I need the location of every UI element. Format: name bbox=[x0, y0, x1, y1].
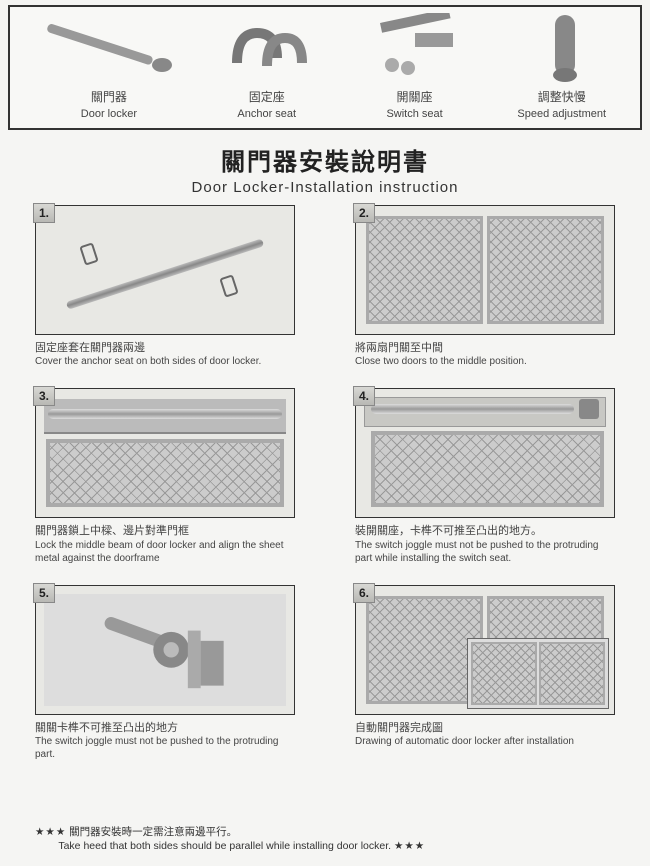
footnote: ★★★ 關門器安裝時一定需注意兩邊平行。 Take heed that both… bbox=[35, 825, 615, 854]
title-cn: 關門器安裝說明書 bbox=[0, 142, 650, 177]
part-door-locker: 關門器 Door locker bbox=[44, 10, 174, 120]
anchor-seat-icon bbox=[222, 10, 312, 85]
part-speed-adjust: 調整快慢 Speed adjustment bbox=[517, 10, 606, 120]
door-locker-icon bbox=[44, 10, 174, 85]
step-caption: 自動關門器完成圖 Drawing of automatic door locke… bbox=[355, 721, 615, 748]
document-title: 關門器安裝說明書 Door Locker-Installation instru… bbox=[0, 142, 650, 196]
parts-diagram-box: 關門器 Door locker 固定座 Anchor seat 開關座 Swit… bbox=[8, 5, 642, 130]
step-1-image bbox=[35, 205, 295, 335]
footnote-en: Take heed that both sides should be para… bbox=[58, 840, 391, 852]
part-label-cn: 關門器 bbox=[91, 88, 127, 105]
part-label-cn: 開關座 bbox=[397, 88, 433, 105]
step-3: 3. 關門器鎖上中樑、邊片對準門框 Lock the middle beam o… bbox=[35, 388, 295, 564]
step-5-image bbox=[35, 585, 295, 715]
step-1: 1. 固定座套在關門器兩邊 Cover the anchor seat on b… bbox=[35, 205, 295, 368]
part-label-en: Anchor seat bbox=[237, 108, 296, 120]
step-6-image bbox=[355, 585, 615, 715]
step-2: 2. 將兩扇門關至中間 Close two doors to the middl… bbox=[355, 205, 615, 368]
step-caption: 裝開關座，卡榫不可推至凸出的地方。 The switch joggle must… bbox=[355, 524, 615, 564]
step-caption: 將兩扇門關至中間 Close two doors to the middle p… bbox=[355, 341, 615, 368]
step-6: 6. 自動關門器完成圖 Drawing of automatic door lo… bbox=[355, 585, 615, 761]
step-number: 6. bbox=[353, 583, 375, 603]
footnote-cn: 關門器安裝時一定需注意兩邊平行。 bbox=[69, 826, 237, 838]
part-label-en: Switch seat bbox=[386, 108, 442, 120]
step-number: 5. bbox=[33, 583, 55, 603]
part-label-en: Speed adjustment bbox=[517, 108, 606, 120]
star-icon: ★★★ bbox=[394, 840, 425, 852]
step-caption: 關門器鎖上中樑、邊片對準門框 Lock the middle beam of d… bbox=[35, 524, 295, 564]
step-number: 4. bbox=[353, 386, 375, 406]
star-icon: ★★★ bbox=[35, 826, 66, 838]
step-2-image bbox=[355, 205, 615, 335]
part-label-cn: 固定座 bbox=[249, 88, 285, 105]
part-label-en: Door locker bbox=[81, 108, 137, 120]
part-label-cn: 調整快慢 bbox=[538, 88, 586, 105]
part-switch-seat: 開關座 Switch seat bbox=[360, 10, 470, 120]
step-caption: 關關卡榫不可推至凸出的地方 The switch joggle must not… bbox=[35, 721, 295, 761]
step-4-image bbox=[355, 388, 615, 518]
step-3-image bbox=[35, 388, 295, 518]
step-number: 3. bbox=[33, 386, 55, 406]
step-caption: 固定座套在關門器兩邊 Cover the anchor seat on both… bbox=[35, 341, 295, 368]
title-en: Door Locker-Installation instruction bbox=[0, 179, 650, 196]
step-5: 5. 關關卡榫不可推至凸出的地方 The switch joggle must … bbox=[35, 585, 295, 761]
part-anchor-seat: 固定座 Anchor seat bbox=[222, 10, 312, 120]
step-number: 1. bbox=[33, 203, 55, 223]
steps-grid: 1. 固定座套在關門器兩邊 Cover the anchor seat on b… bbox=[35, 205, 615, 761]
speed-adjust-icon bbox=[527, 10, 597, 85]
step-4: 4. 裝開關座，卡榫不可推至凸出的地方。 The switch joggle m… bbox=[355, 388, 615, 564]
step-number: 2. bbox=[353, 203, 375, 223]
switch-seat-icon bbox=[360, 10, 470, 85]
